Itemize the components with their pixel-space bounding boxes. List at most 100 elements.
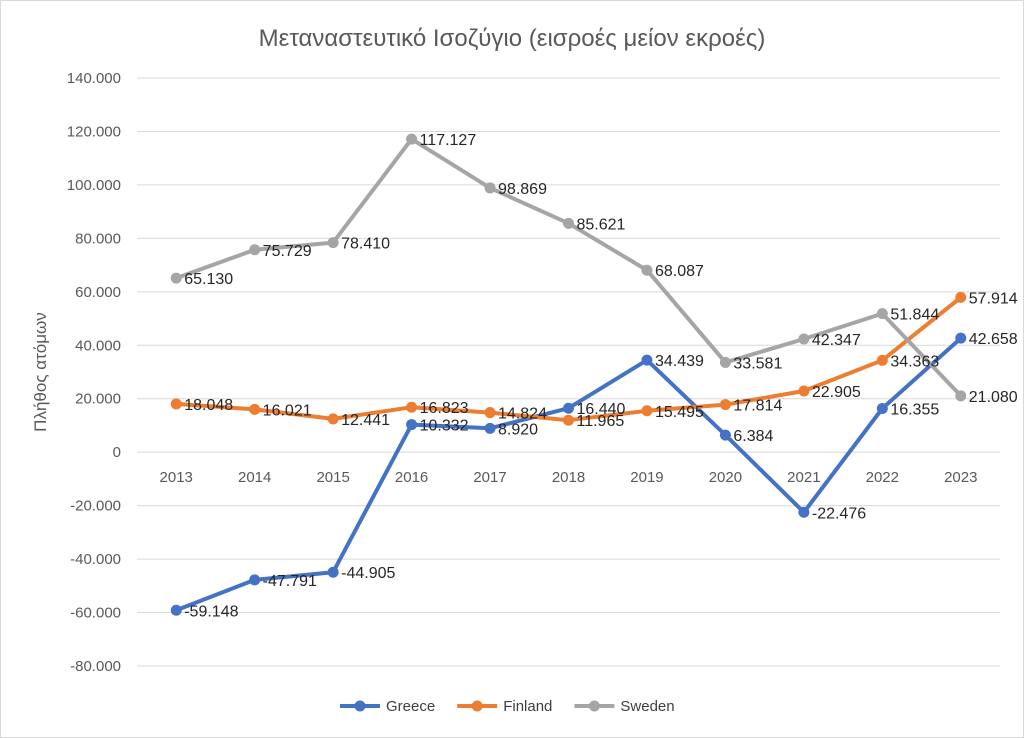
point-greece xyxy=(249,574,261,586)
legend-label: Greece xyxy=(386,698,435,715)
x-tick-label: 2018 xyxy=(552,469,585,486)
x-tick-label: 2022 xyxy=(866,469,899,486)
point-greece xyxy=(406,419,418,431)
data-label-finland: 22.905 xyxy=(812,384,861,401)
data-label-finland: 57.914 xyxy=(969,290,1018,307)
x-tick-label: 2019 xyxy=(630,469,663,486)
y-tick-label: -20.000 xyxy=(70,498,121,515)
data-label-greece: 6.384 xyxy=(733,428,773,445)
data-label-greece: 8.920 xyxy=(498,421,538,438)
point-sweden xyxy=(170,272,182,284)
point-greece xyxy=(484,422,496,434)
data-label-finland: 11.965 xyxy=(577,413,625,430)
data-label-finland: 34.363 xyxy=(890,353,939,370)
y-tick-label: 60.000 xyxy=(75,284,121,301)
x-tick-label: 2015 xyxy=(316,469,349,486)
legend-swatch-marker xyxy=(471,700,483,712)
point-greece xyxy=(327,566,339,578)
data-label-finland: 12.441 xyxy=(341,412,390,429)
point-finland xyxy=(798,385,810,397)
data-label-greece: -47.791 xyxy=(263,573,317,590)
point-sweden xyxy=(327,237,339,249)
point-sweden xyxy=(955,390,967,402)
gridlines xyxy=(137,77,1000,667)
point-greece xyxy=(719,429,731,441)
x-tick-label: 2017 xyxy=(473,469,506,486)
data-label-sweden: 68.087 xyxy=(655,263,704,280)
legend-item-greece: Greece xyxy=(340,698,435,715)
data-label-finland: 14.824 xyxy=(498,406,547,423)
point-finland xyxy=(641,405,653,417)
point-sweden xyxy=(798,333,810,345)
x-tick-label: 2020 xyxy=(709,469,742,486)
point-sweden xyxy=(249,244,261,256)
point-finland xyxy=(563,414,574,426)
point-sweden xyxy=(406,133,418,145)
y-tick-label: 120.000 xyxy=(67,123,121,140)
x-axis-ticks: 2013 2014 2015 2016 2017 2018 2019 2020 2021 2022… xyxy=(160,469,978,486)
data-label-greece: 42.658 xyxy=(969,331,1018,348)
legend-label: Sweden xyxy=(620,698,674,715)
data-label-finland: 17.814 xyxy=(733,398,782,415)
data-label-finland: 16.823 xyxy=(420,400,469,417)
point-finland xyxy=(719,399,731,411)
data-label-greece: 16.355 xyxy=(890,401,939,418)
y-tick-label: 20.000 xyxy=(75,391,121,408)
point-finland xyxy=(249,403,261,415)
point-finland xyxy=(876,354,888,366)
y-tick-label: 140.000 xyxy=(67,70,121,87)
legend-label: Finland xyxy=(503,698,552,715)
data-label-sweden: 85.621 xyxy=(577,216,626,233)
legend-swatch-marker xyxy=(354,700,366,712)
chart-title: Μεταναστευτικό Ισοζύγιο (εισροές μείον ε… xyxy=(259,25,766,52)
data-label-greece: 10.332 xyxy=(420,418,469,435)
y-tick-label: 40.000 xyxy=(75,337,121,354)
data-label-sweden: 42.347 xyxy=(812,332,861,349)
point-sweden xyxy=(563,217,574,229)
point-sweden xyxy=(641,264,653,276)
data-label-sweden: 33.581 xyxy=(733,355,782,372)
data-label-greece: -59.148 xyxy=(184,603,238,620)
x-tick-label: 2021 xyxy=(787,469,820,486)
series-lines xyxy=(174,137,963,613)
point-greece xyxy=(170,604,182,616)
point-greece xyxy=(955,332,967,344)
data-label-sweden: 75.729 xyxy=(263,243,312,260)
data-label-greece: 34.439 xyxy=(655,353,704,370)
y-tick-label: -60.000 xyxy=(70,605,121,622)
x-tick-label: 2014 xyxy=(238,469,271,486)
y-tick-label: 100.000 xyxy=(67,177,121,194)
data-label-sweden: 21.080 xyxy=(969,389,1018,406)
data-labels: -59.148 -47.791 -44.905 10.332 8.920 16.440 34… xyxy=(184,132,1018,620)
data-label-greece: 16.440 xyxy=(577,401,626,418)
y-tick-label: -80.000 xyxy=(70,658,121,675)
data-label-finland: 18.048 xyxy=(184,397,233,414)
series-markers xyxy=(170,133,967,616)
point-sweden xyxy=(484,182,496,194)
point-finland xyxy=(484,407,496,419)
y-tick-label: 0 xyxy=(113,444,121,461)
legend: Greece Finland Sweden xyxy=(340,698,675,715)
legend-item-sweden: Sweden xyxy=(574,698,675,715)
point-sweden xyxy=(876,308,888,320)
point-finland xyxy=(170,398,182,410)
point-greece xyxy=(876,402,888,414)
series-line-sweden xyxy=(174,137,963,398)
y-tick-label: 80.000 xyxy=(75,230,121,247)
point-sweden xyxy=(719,356,731,368)
data-label-finland: 16.021 xyxy=(263,402,312,419)
point-finland xyxy=(406,401,418,413)
point-greece xyxy=(641,354,653,366)
data-label-greece: -22.476 xyxy=(812,505,866,522)
point-greece xyxy=(563,402,574,414)
data-label-sweden: 51.844 xyxy=(890,307,939,324)
point-finland xyxy=(327,413,339,425)
legend-swatch-marker xyxy=(588,700,600,712)
data-label-sweden: 78.410 xyxy=(341,236,390,253)
y-tick-label: -40.000 xyxy=(70,551,121,568)
point-greece xyxy=(798,506,810,518)
data-label-finland: 15.495 xyxy=(655,404,704,421)
x-tick-label: 2023 xyxy=(944,469,977,486)
